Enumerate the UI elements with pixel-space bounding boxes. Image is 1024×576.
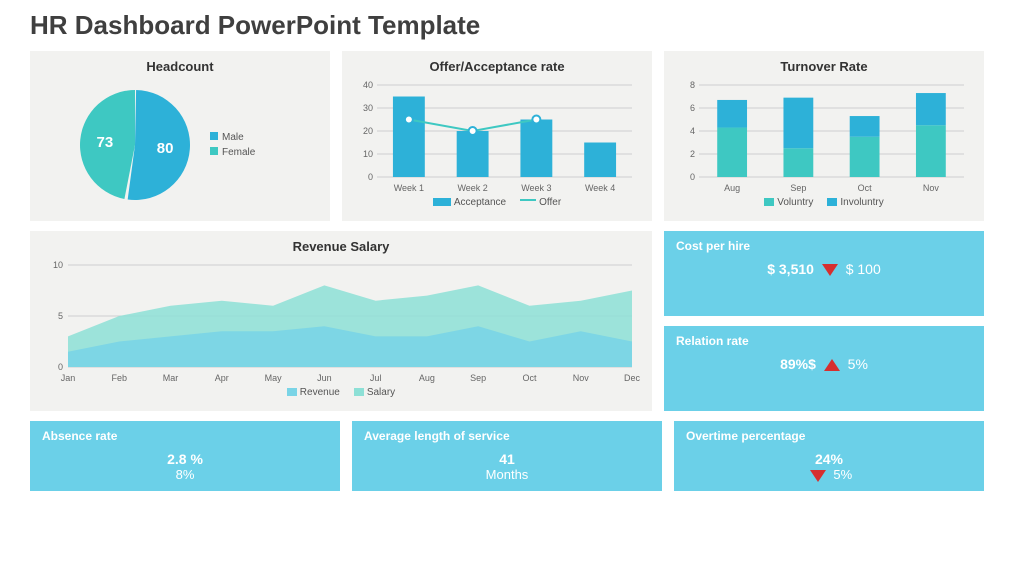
down-triangle-icon bbox=[810, 470, 826, 482]
svg-text:40: 40 bbox=[363, 80, 373, 90]
offer-panel: Offer/Acceptance rate 0 10 20 30 40 Week 1 Wee… bbox=[342, 51, 652, 221]
revenue-panel: Revenue Salary 0 5 10 Jan Feb Mar Apr May Jun Jul… bbox=[30, 231, 652, 411]
headcount-title: Headcount bbox=[40, 59, 320, 74]
svg-text:10: 10 bbox=[363, 149, 373, 159]
offer-legend: Acceptance Offer bbox=[352, 197, 642, 208]
svg-text:80: 80 bbox=[157, 140, 174, 157]
turnover-title: Turnover Rate bbox=[674, 59, 974, 74]
svg-text:6: 6 bbox=[690, 103, 695, 113]
svg-text:Apr: Apr bbox=[215, 373, 229, 383]
offer-chart: 0 10 20 30 40 Week 1 Week 2 Week 3 Week 4 bbox=[352, 80, 642, 195]
headcount-pie: 80 73 bbox=[40, 80, 210, 210]
svg-text:Aug: Aug bbox=[724, 183, 740, 193]
up-triangle-icon bbox=[824, 359, 840, 371]
svg-text:Sep: Sep bbox=[790, 183, 806, 193]
svg-text:Feb: Feb bbox=[112, 373, 128, 383]
down-triangle-icon bbox=[822, 264, 838, 276]
svg-text:0: 0 bbox=[58, 362, 63, 372]
svg-text:20: 20 bbox=[363, 126, 373, 136]
svg-text:Sep: Sep bbox=[470, 373, 486, 383]
svg-text:5: 5 bbox=[58, 311, 63, 321]
absence-rate-value: 2.8 % bbox=[42, 451, 328, 467]
relation-rate-stat: Relation rate 89%$ 5% bbox=[664, 326, 984, 411]
svg-text:Oct: Oct bbox=[522, 373, 537, 383]
svg-text:30: 30 bbox=[363, 103, 373, 113]
svg-text:4: 4 bbox=[690, 126, 695, 136]
svg-text:Nov: Nov bbox=[923, 183, 940, 193]
absence-rate-sub: 8% bbox=[42, 467, 328, 482]
page-title: HR Dashboard PowerPoint Template bbox=[30, 10, 994, 41]
offer-title: Offer/Acceptance rate bbox=[352, 59, 642, 74]
revenue-title: Revenue Salary bbox=[40, 239, 642, 254]
revenue-chart: 0 5 10 Jan Feb Mar Apr May Jun Jul Aug Sep Oct Nov Dec bbox=[40, 260, 642, 385]
svg-text:0: 0 bbox=[368, 172, 373, 182]
relation-rate-delta: 5% bbox=[848, 356, 868, 372]
svg-text:8: 8 bbox=[690, 80, 695, 90]
avg-service-stat: Average length of service 41 Months bbox=[352, 421, 662, 491]
svg-text:Jun: Jun bbox=[317, 373, 332, 383]
headcount-panel: Headcount 80 73 Male Female bbox=[30, 51, 330, 221]
cost-per-hire-delta: $ 100 bbox=[846, 261, 881, 277]
absence-rate-title: Absence rate bbox=[42, 429, 328, 443]
svg-text:Week 1: Week 1 bbox=[394, 183, 424, 193]
overtime-value: 24% bbox=[686, 451, 972, 467]
overtime-title: Overtime percentage bbox=[686, 429, 972, 443]
svg-text:Oct: Oct bbox=[858, 183, 873, 193]
svg-text:Week 3: Week 3 bbox=[521, 183, 551, 193]
svg-text:May: May bbox=[265, 373, 283, 383]
overtime-stat: Overtime percentage 24% 5% bbox=[674, 421, 984, 491]
svg-text:73: 73 bbox=[97, 134, 114, 151]
cost-per-hire-stat: Cost per hire $ 3,510 $ 100 bbox=[664, 231, 984, 316]
svg-text:0: 0 bbox=[690, 172, 695, 182]
svg-text:Week 2: Week 2 bbox=[457, 183, 487, 193]
svg-text:Mar: Mar bbox=[163, 373, 179, 383]
cost-per-hire-title: Cost per hire bbox=[676, 239, 972, 253]
relation-rate-value: 89%$ bbox=[780, 356, 816, 372]
revenue-legend: Revenue Salary bbox=[40, 387, 642, 398]
avg-service-title: Average length of service bbox=[364, 429, 650, 443]
cost-per-hire-value: $ 3,510 bbox=[767, 261, 814, 277]
svg-text:Nov: Nov bbox=[573, 373, 590, 383]
svg-text:Dec: Dec bbox=[624, 373, 641, 383]
turnover-legend: Voluntry Involuntry bbox=[674, 197, 974, 208]
legend-female: Female bbox=[210, 147, 255, 158]
svg-text:10: 10 bbox=[53, 260, 63, 270]
svg-text:Jan: Jan bbox=[61, 373, 76, 383]
turnover-panel: Turnover Rate 0 2 4 6 8 Aug Sep Oct Nov Voluntry… bbox=[664, 51, 984, 221]
avg-service-sub: Months bbox=[364, 467, 650, 482]
svg-text:2: 2 bbox=[690, 149, 695, 159]
turnover-chart: 0 2 4 6 8 Aug Sep Oct Nov bbox=[674, 80, 974, 195]
absence-rate-stat: Absence rate 2.8 % 8% bbox=[30, 421, 340, 491]
legend-male: Male bbox=[210, 132, 255, 143]
relation-rate-title: Relation rate bbox=[676, 334, 972, 348]
overtime-delta: 5% bbox=[833, 467, 852, 482]
svg-text:Jul: Jul bbox=[370, 373, 382, 383]
avg-service-value: 41 bbox=[364, 451, 650, 467]
svg-text:Aug: Aug bbox=[419, 373, 435, 383]
svg-text:Week 4: Week 4 bbox=[585, 183, 615, 193]
